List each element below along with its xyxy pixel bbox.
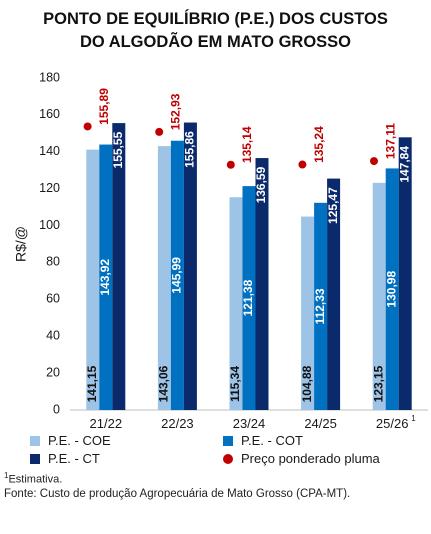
- y-tick-label: 140: [39, 144, 60, 158]
- data-label-ct: 136,59: [254, 166, 268, 203]
- legend-item-price: Preço ponderado pluma: [223, 451, 380, 466]
- legend-item-cot: P.E. - COT: [223, 433, 303, 448]
- footnote: 1Estimativa.: [4, 471, 62, 486]
- chart-title: PONTO DE EQUILÍBRIO (P.E.) DOS CUSTOS DO…: [0, 8, 431, 54]
- y-tick-label: 180: [39, 70, 60, 84]
- bar-cot: [242, 186, 256, 410]
- bar-ct: [327, 178, 341, 410]
- price-label: 135,14: [240, 126, 254, 163]
- data-label-cot: 143,92: [98, 259, 112, 296]
- y-tick-label: 40: [46, 329, 60, 343]
- data-label-ct: 147,84: [397, 146, 411, 183]
- x-tick-superscript: 1: [411, 414, 416, 423]
- bar-cot: [385, 168, 399, 410]
- y-tick-label: 100: [39, 218, 60, 232]
- source-note: Fonte: Custo de produção Agropecuária de…: [4, 488, 351, 500]
- price-point: [83, 122, 92, 131]
- legend-item-coe: P.E. - COE: [30, 433, 111, 448]
- legend-label-cot: P.E. - COT: [241, 433, 303, 448]
- bar-ct: [112, 123, 126, 410]
- footnote-text: Estimativa.: [8, 473, 63, 486]
- chart-title-line2: DO ALGODÃO EM MATO GROSSO: [79, 33, 352, 51]
- price-point: [226, 160, 235, 169]
- bar-cot: [99, 144, 113, 411]
- legend-swatch-ct: [30, 453, 40, 464]
- data-label-cot: 130,98: [384, 271, 398, 308]
- price-label: 135,24: [312, 126, 326, 163]
- x-tick-label: 23/24: [233, 416, 266, 431]
- legend-swatch-cot: [223, 435, 233, 446]
- legend-label-price: Preço ponderado pluma: [241, 451, 380, 466]
- y-tick-label: 20: [46, 365, 60, 379]
- price-point: [155, 127, 164, 136]
- legend-dot-price: [223, 453, 233, 464]
- data-label-ct: 125,47: [326, 187, 340, 224]
- y-tick-label: 0: [53, 402, 60, 416]
- bar-ct: [398, 137, 412, 411]
- y-tick-label: 60: [46, 292, 60, 306]
- chart-title-line1: PONTO DE EQUILÍBRIO (P.E.) DOS CUSTOS: [43, 10, 388, 28]
- legend-label-coe: P.E. - COE: [48, 433, 111, 448]
- x-tick-label: 24/25: [304, 416, 337, 431]
- y-tick-label: 80: [46, 255, 60, 269]
- data-label-cot: 112,33: [313, 288, 327, 324]
- data-label-cot: 145,99: [170, 257, 184, 294]
- x-tick-label: 21/22: [90, 416, 123, 431]
- price-point: [298, 160, 307, 169]
- x-tick-label: 25/26: [376, 416, 409, 431]
- price-label: 152,93: [169, 93, 183, 130]
- legend-item-ct: P.E. - CT: [30, 451, 100, 466]
- price-label: 155,89: [97, 88, 111, 125]
- price-label: 137,11: [383, 123, 397, 159]
- data-label-ct: 155,55: [111, 131, 125, 168]
- data-label-coe: 141,15: [85, 365, 99, 402]
- legend-swatch-coe: [30, 435, 40, 446]
- data-label-coe: 123,15: [371, 365, 385, 402]
- legend-label-ct: P.E. - CT: [48, 451, 100, 466]
- bar-chart: R$/@ 0 20 40 60 80 100 120 140 160 180 141,15 143,92…: [13, 70, 428, 431]
- bar-cot: [170, 140, 184, 410]
- y-tick-label: 160: [39, 107, 60, 121]
- bar-coe: [86, 149, 100, 410]
- bar-coe: [301, 216, 315, 410]
- price-point: [370, 157, 378, 166]
- data-label-coe: 143,06: [157, 365, 171, 402]
- bar-coe: [229, 197, 243, 410]
- bar-cot: [314, 202, 328, 410]
- footnote-mark: 1: [4, 471, 9, 480]
- data-label-coe: 115,34: [228, 366, 242, 402]
- data-label-coe: 104,88: [300, 365, 314, 402]
- y-tick-label: 120: [39, 181, 60, 195]
- y-axis-title: R$/@: [13, 226, 29, 262]
- data-label-cot: 121,38: [241, 279, 255, 316]
- bar-ct: [183, 122, 197, 410]
- x-tick-label: 22/23: [161, 416, 194, 431]
- bar-coe: [157, 146, 171, 410]
- data-label-ct: 155,86: [183, 131, 197, 168]
- bar-ct: [255, 158, 269, 410]
- bar-coe: [372, 182, 386, 410]
